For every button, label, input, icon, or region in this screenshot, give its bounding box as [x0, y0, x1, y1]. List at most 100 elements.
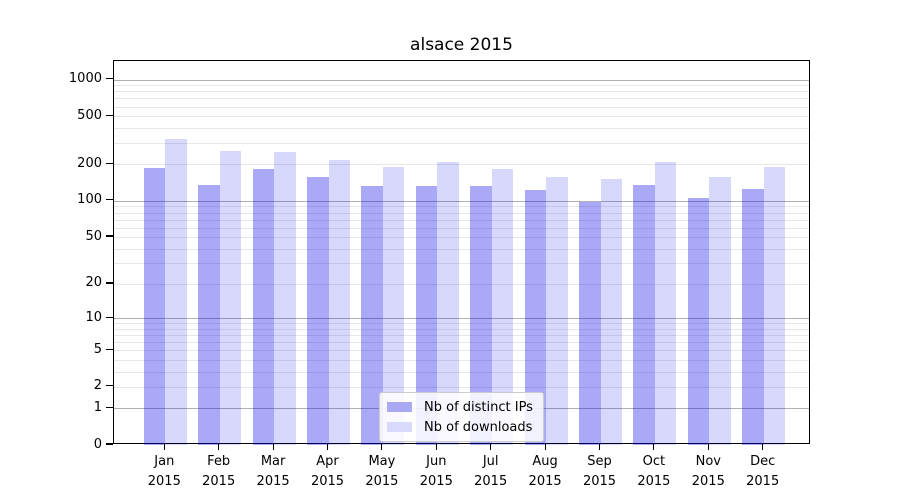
x-tick-label: Nov 2015	[678, 452, 738, 492]
y-gridline-major	[114, 200, 809, 202]
x-tick-year: 2015	[256, 474, 290, 489]
x-tick-month: Jan	[154, 454, 175, 469]
y-gridline-major	[114, 318, 809, 320]
y-tick-label: 200	[77, 155, 102, 171]
y-tick-label: 50	[85, 228, 102, 244]
x-tick-label: Feb 2015	[189, 452, 249, 492]
legend-swatch	[387, 422, 412, 432]
x-tick	[707, 444, 709, 450]
y-tick-label: 10	[85, 309, 102, 325]
x-tick	[598, 444, 601, 450]
y-gridline-minor	[114, 237, 809, 238]
y-tick-label: 20	[85, 275, 102, 291]
x-tick-label: Jan 2015	[134, 452, 194, 492]
legend-label: Nb of distinct IPs	[424, 399, 533, 415]
x-tick	[490, 444, 492, 450]
bar-distinct-ips	[579, 202, 601, 445]
x-tick-label: Aug 2015	[515, 452, 575, 492]
y-gridline-minor	[114, 164, 809, 166]
y-gridline-minor	[114, 91, 809, 93]
y-tick-label: 5	[93, 341, 102, 357]
x-tick-year: 2015	[746, 474, 780, 489]
y-gridline-minor	[114, 219, 809, 221]
x-tick-label: Mar 2015	[243, 452, 303, 492]
y-tick-label: 500	[77, 107, 102, 123]
y-gridline-minor	[114, 283, 809, 285]
y-gridline-minor	[114, 227, 809, 229]
y-gridline-minor	[114, 98, 809, 100]
legend: Nb of distinct IPs Nb of downloads	[379, 392, 544, 442]
bar-downloads	[274, 152, 296, 445]
y-gridline-minor	[114, 116, 809, 118]
y-gridline-minor	[114, 85, 809, 87]
chart-title: alsace 2015	[410, 35, 513, 55]
y-tick-label: 1000	[68, 71, 102, 87]
legend-item: Nb of distinct IPs	[387, 397, 533, 417]
bar-distinct-ips	[415, 185, 438, 445]
x-tick-year: 2015	[691, 474, 725, 489]
y-tick	[106, 282, 113, 284]
y-tick-label: 100	[77, 192, 102, 208]
y-gridline-minor	[114, 206, 809, 208]
y-gridline-minor	[114, 371, 809, 373]
bar-downloads	[709, 177, 731, 445]
y-tick	[106, 235, 113, 237]
bar-distinct-ips	[198, 185, 220, 445]
x-tick-month: Oct	[642, 454, 666, 469]
x-tick-year: 2015	[582, 474, 617, 489]
y-tick	[106, 385, 113, 387]
y-tick	[106, 316, 113, 318]
y-gridline-major	[114, 79, 809, 81]
x-tick-year: 2015	[637, 474, 671, 489]
bar-downloads	[165, 138, 187, 445]
y-gridline-minor	[114, 334, 809, 336]
x-tick-label: Sep 2015	[570, 452, 630, 492]
x-tick-month: Sep	[587, 454, 612, 469]
x-tick	[653, 444, 655, 450]
y-gridline-minor	[114, 328, 809, 330]
bar-distinct-ips	[742, 189, 764, 445]
x-tick	[163, 444, 165, 450]
bar-downloads	[328, 159, 350, 445]
y-gridline-minor	[114, 359, 809, 361]
x-tick-month: May	[368, 454, 396, 469]
x-tick-year: 2015	[202, 474, 236, 489]
x-tick	[272, 444, 274, 450]
y-gridline-minor	[114, 323, 809, 325]
plot-area	[113, 60, 810, 445]
x-tick-month: Mar	[260, 454, 286, 469]
legend-item: Nb of downloads	[387, 417, 533, 437]
y-tick	[106, 114, 113, 116]
x-tick-month: Dec	[750, 454, 776, 469]
x-tick-year: 2015	[419, 474, 453, 489]
x-tick-label: Jul 2015	[461, 452, 521, 492]
legend-swatch	[387, 402, 412, 412]
bar-downloads	[600, 179, 622, 445]
x-tick-label: Dec 2015	[733, 452, 793, 492]
bar-distinct-ips	[633, 185, 655, 445]
y-tick-label: 0	[93, 436, 102, 452]
bar-downloads	[546, 176, 568, 445]
bar-distinct-ips	[687, 197, 710, 445]
bar-downloads	[437, 162, 459, 445]
bar-downloads	[219, 151, 242, 445]
x-tick-month: Jun	[426, 454, 447, 469]
y-gridline-minor	[114, 106, 809, 108]
bar-distinct-ips	[524, 190, 547, 445]
x-tick	[435, 444, 437, 450]
bar-downloads	[763, 166, 786, 445]
x-tick-month: Aug	[532, 454, 558, 469]
y-tick-label: 2	[93, 378, 102, 394]
y-gridline-minor	[114, 127, 809, 129]
x-tick-label: Jun 2015	[406, 452, 466, 492]
y-gridline-minor	[114, 350, 809, 352]
x-tick-year: 2015	[474, 474, 508, 489]
y-gridline-minor	[114, 248, 809, 250]
y-gridline-minor	[114, 143, 809, 145]
x-tick-month: Nov	[695, 454, 721, 469]
x-tick-year: 2015	[528, 474, 562, 489]
y-tick	[106, 199, 113, 201]
bar-downloads	[654, 162, 677, 445]
y-gridline-minor	[114, 386, 809, 388]
